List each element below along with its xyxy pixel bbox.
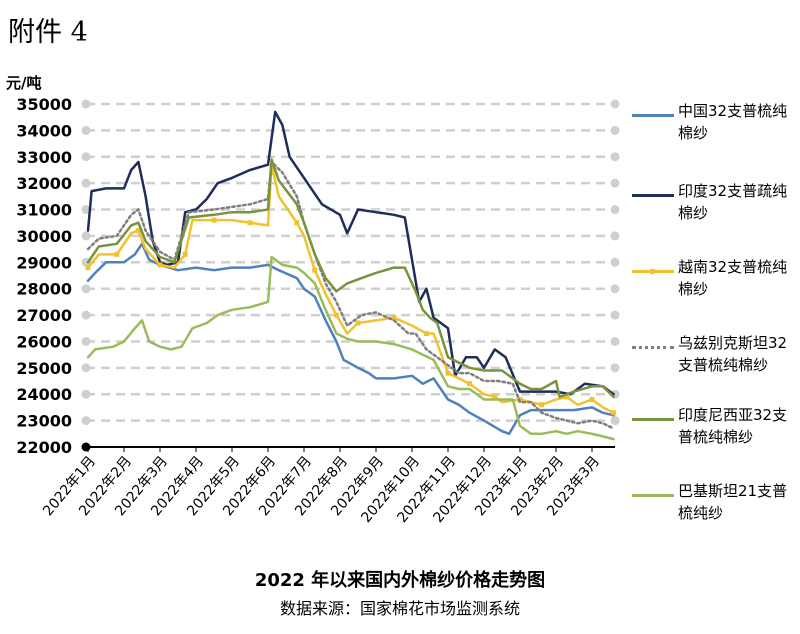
series-line (86, 158, 615, 399)
gridline-end-dot (81, 125, 91, 135)
gridline-end-dot (81, 152, 91, 162)
series-marker (355, 320, 361, 326)
series-marker (564, 394, 570, 400)
gridline-end-dot (81, 363, 91, 373)
legend-label: 印度32支普疏纯棉纱 (678, 182, 788, 222)
gridline-end-dot (81, 389, 91, 399)
gridline-end-dot (81, 99, 91, 109)
axes (81, 442, 615, 452)
gridline-end-dot (610, 336, 620, 346)
y-tick-label: 30000 (16, 227, 72, 246)
gridline-end-dot (610, 125, 620, 135)
series-marker (445, 370, 451, 376)
series-marker (589, 397, 595, 403)
gridline-end-dot (610, 257, 620, 267)
gridline-end-dot (610, 231, 620, 241)
gridline-end-dot (81, 310, 91, 320)
series-line (86, 255, 615, 441)
legend-label: 印度尼西亚32支普梳纯棉纱 (678, 406, 788, 446)
series-marker (85, 265, 91, 271)
gridline-end-dot (610, 310, 620, 320)
y-tick-label: 33000 (16, 148, 72, 167)
gridline-end-dot (81, 205, 91, 215)
gridline-end-dot (81, 178, 91, 188)
series-marker (391, 315, 397, 321)
legend-swatch (632, 346, 674, 349)
y-tick-label: 31000 (16, 201, 72, 220)
axis-origin-dot (81, 442, 91, 452)
legend-label: 越南32支普梳纯棉纱 (678, 258, 788, 298)
y-tick-label: 35000 (16, 95, 72, 114)
y-tick-label: 27000 (16, 306, 72, 325)
y-tick-label: 23000 (16, 412, 72, 431)
series-marker (135, 228, 141, 234)
attachment-label: 附件 4 (8, 17, 88, 48)
y-tick-label: 32000 (16, 174, 72, 193)
legend-swatch (632, 269, 674, 274)
legend-swatch (632, 418, 674, 421)
legend-swatch (632, 494, 674, 497)
gridline-end-dot (610, 363, 620, 373)
series-marker (539, 402, 545, 408)
gridline-end-dot (610, 284, 620, 294)
legend-swatch (632, 194, 674, 197)
series-marker (211, 217, 217, 223)
y-tick-label: 22000 (16, 438, 72, 457)
gridline-end-dot (81, 336, 91, 346)
y-tick-labels: 22000 23000 24000 25000 26000 27000 28000 29000… (16, 95, 72, 457)
series-marker (182, 251, 188, 257)
gridline-end-dot (81, 416, 91, 426)
legend-label: 乌兹别克斯坦32支普梳纯棉纱 (678, 334, 788, 374)
series-line (86, 110, 615, 396)
series-marker (611, 410, 617, 416)
series-line (86, 160, 615, 430)
series-marker (312, 267, 318, 273)
y-tick-label: 25000 (16, 359, 72, 378)
series-marker (333, 312, 339, 318)
series-marker (157, 262, 163, 268)
y-tick-label: 28000 (16, 280, 72, 299)
gridline-end-dot (610, 205, 620, 215)
series-marker (294, 220, 300, 226)
legend-label: 巴基斯坦21支普梳纯纱 (678, 482, 788, 522)
gridline-end-dot (610, 99, 620, 109)
series-marker (467, 381, 473, 387)
gridline-end-dot (610, 416, 620, 426)
series-lines (85, 110, 617, 441)
gridline-end-dot (81, 284, 91, 294)
y-tick-label: 34000 (16, 121, 72, 140)
x-tick-labels: 2022年1月2022年2月2022年3月2022年4月2022年5月2022年… (40, 447, 603, 526)
y-tick-label: 29000 (16, 253, 72, 272)
chart-title: 2022 年以来国内外棉纱价格走势图 (254, 570, 546, 591)
y-tick-label: 26000 (16, 332, 72, 351)
y-tick-label: 24000 (16, 385, 72, 404)
gridline-end-dot (610, 178, 620, 188)
series-marker (492, 394, 498, 400)
series-marker (423, 331, 429, 337)
y-axis-unit-label: 元/吨 (6, 74, 42, 92)
chart-source: 数据来源：国家棉花市场监测系统 (279, 599, 520, 618)
gridline-end-dot (81, 231, 91, 241)
legend-swatch (632, 114, 674, 117)
series-marker (114, 251, 120, 257)
series-marker (247, 220, 253, 226)
gridlines (81, 99, 620, 426)
legend-marker (650, 269, 655, 274)
gridline-end-dot (610, 152, 620, 162)
legend-label: 中国32支普梳纯棉纱 (678, 102, 788, 142)
